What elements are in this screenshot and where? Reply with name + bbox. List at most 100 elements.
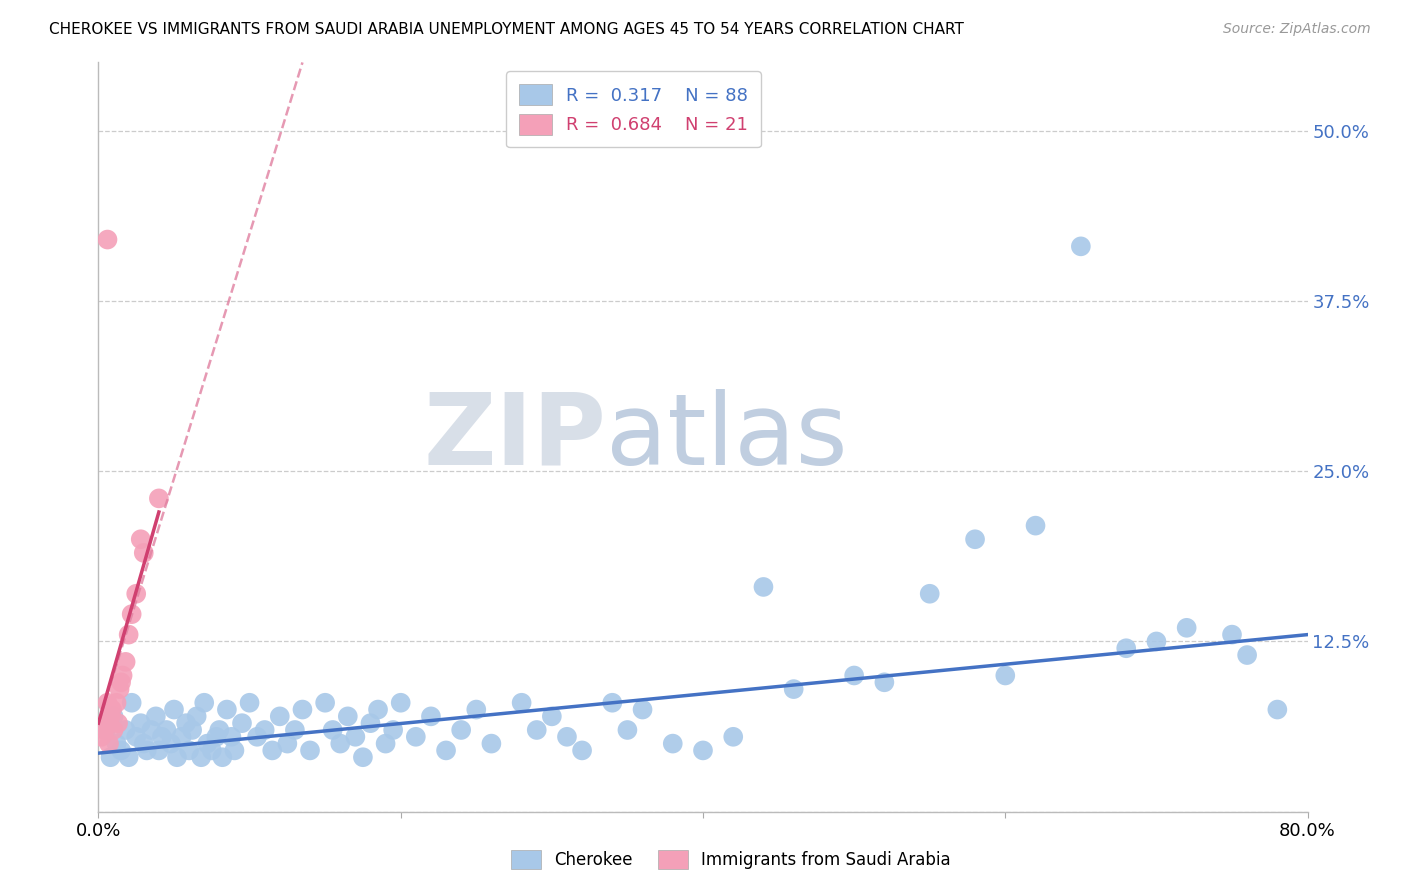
Point (291, 702, 314, 716)
Point (98, 737, 121, 751)
Point (450, 723, 472, 737)
Point (103, 709, 125, 723)
Point (108, 682, 131, 697)
Point (465, 702, 488, 716)
Point (215, 702, 238, 716)
Point (555, 730, 578, 744)
Point (145, 709, 167, 723)
Point (344, 730, 367, 744)
Point (540, 709, 562, 723)
Point (90, 730, 112, 744)
Point (481, 737, 503, 751)
Point (181, 723, 204, 737)
Point (224, 743, 246, 757)
Point (1220, 627, 1243, 641)
Point (1236, 648, 1258, 662)
Point (352, 750, 374, 764)
Point (262, 743, 284, 757)
Point (322, 723, 344, 737)
Point (100, 709, 122, 723)
Point (111, 668, 134, 682)
Point (783, 682, 806, 697)
Point (253, 723, 276, 737)
Point (103, 723, 125, 737)
Point (374, 737, 396, 751)
Point (166, 750, 188, 764)
Point (105, 696, 128, 710)
Point (314, 696, 336, 710)
Point (110, 743, 132, 757)
Point (329, 737, 352, 751)
Point (571, 743, 593, 757)
Point (100, 750, 122, 764)
Point (193, 696, 215, 710)
Point (510, 696, 533, 710)
Point (631, 702, 654, 716)
Point (360, 716, 382, 731)
Point (94, 723, 117, 737)
Point (148, 743, 170, 757)
Point (844, 668, 866, 682)
Point (101, 702, 124, 716)
Point (148, 491, 170, 506)
Point (1024, 518, 1046, 533)
Point (661, 737, 683, 751)
Point (1144, 634, 1167, 648)
Point (276, 737, 298, 751)
Point (994, 668, 1017, 682)
Point (1070, 239, 1092, 253)
Text: atlas: atlas (606, 389, 848, 485)
Text: CHEROKEE VS IMMIGRANTS FROM SAUDI ARABIA UNEMPLOYMENT AMONG AGES 45 TO 54 YEARS : CHEROKEE VS IMMIGRANTS FROM SAUDI ARABIA… (49, 22, 965, 37)
Point (723, 730, 745, 744)
Point (125, 587, 148, 601)
Legend: Cherokee, Immigrants from Saudi Arabia: Cherokee, Immigrants from Saudi Arabia (501, 840, 962, 880)
Point (752, 580, 775, 594)
Point (179, 743, 201, 757)
Text: Source: ZipAtlas.com: Source: ZipAtlas.com (1223, 22, 1371, 37)
Point (1267, 702, 1289, 716)
Point (602, 696, 624, 710)
Point (160, 737, 183, 751)
Point (965, 533, 987, 547)
Point (118, 750, 141, 764)
Point (114, 723, 136, 737)
Point (873, 675, 896, 690)
Point (211, 750, 233, 764)
Point (201, 743, 224, 757)
Point (434, 743, 457, 757)
Point (231, 716, 253, 731)
Point (107, 716, 129, 731)
Point (141, 723, 163, 737)
Point (93, 723, 115, 737)
Point (129, 533, 152, 547)
Point (174, 716, 197, 731)
Point (186, 709, 208, 723)
Text: ZIP: ZIP (423, 389, 606, 485)
Point (105, 737, 128, 751)
Point (94, 716, 117, 731)
Legend: R =  0.317    N = 88, R =  0.684    N = 21: R = 0.317 N = 88, R = 0.684 N = 21 (506, 71, 761, 147)
Point (284, 723, 307, 737)
Point (132, 546, 155, 560)
Point (526, 723, 548, 737)
Point (382, 723, 405, 737)
Point (221, 730, 243, 744)
Point (135, 743, 157, 757)
Point (918, 587, 941, 601)
Point (269, 709, 291, 723)
Point (1115, 641, 1137, 656)
Point (150, 730, 173, 744)
Point (336, 709, 359, 723)
Point (239, 696, 262, 710)
Point (114, 655, 136, 669)
Point (692, 743, 714, 757)
Point (155, 723, 177, 737)
Point (208, 723, 231, 737)
Point (246, 730, 269, 744)
Point (367, 702, 389, 716)
Point (96, 696, 118, 710)
Point (195, 737, 218, 751)
Point (420, 709, 443, 723)
Point (389, 696, 412, 710)
Point (129, 716, 152, 731)
